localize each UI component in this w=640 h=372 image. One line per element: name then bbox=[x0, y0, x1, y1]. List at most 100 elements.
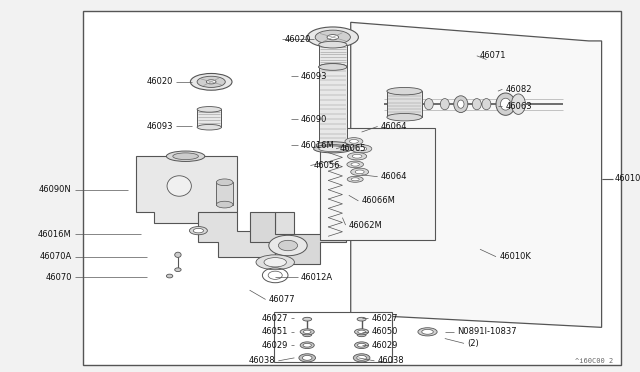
Text: 46065: 46065 bbox=[339, 144, 365, 153]
Ellipse shape bbox=[193, 228, 204, 233]
Text: 46066M: 46066M bbox=[362, 196, 396, 205]
Polygon shape bbox=[198, 212, 294, 257]
Text: 46064: 46064 bbox=[381, 172, 407, 181]
Ellipse shape bbox=[256, 255, 294, 270]
Polygon shape bbox=[351, 22, 602, 327]
Text: 46016M: 46016M bbox=[38, 230, 72, 239]
Ellipse shape bbox=[357, 333, 366, 337]
Bar bbox=[216, 182, 233, 205]
Ellipse shape bbox=[353, 354, 370, 362]
Text: 46064: 46064 bbox=[381, 122, 407, 131]
Ellipse shape bbox=[216, 179, 233, 186]
Ellipse shape bbox=[167, 176, 191, 196]
Bar bbox=[387, 91, 422, 117]
Ellipse shape bbox=[303, 317, 312, 321]
Text: 46093: 46093 bbox=[301, 72, 327, 81]
Ellipse shape bbox=[500, 98, 511, 110]
Text: 46062M: 46062M bbox=[349, 221, 383, 230]
Ellipse shape bbox=[278, 240, 298, 251]
Ellipse shape bbox=[348, 176, 364, 182]
Text: 46038: 46038 bbox=[378, 356, 404, 365]
Ellipse shape bbox=[197, 106, 221, 112]
Text: 46077: 46077 bbox=[269, 295, 296, 304]
Ellipse shape bbox=[422, 330, 433, 334]
Text: 46016M: 46016M bbox=[301, 141, 335, 150]
Ellipse shape bbox=[173, 153, 198, 160]
Ellipse shape bbox=[302, 356, 312, 360]
Ellipse shape bbox=[351, 145, 372, 153]
Text: N0891I-10837: N0891I-10837 bbox=[458, 327, 517, 336]
Text: 46070: 46070 bbox=[45, 273, 72, 282]
Ellipse shape bbox=[175, 268, 181, 272]
Bar bbox=[319, 45, 347, 67]
Ellipse shape bbox=[347, 161, 364, 168]
Ellipse shape bbox=[387, 87, 422, 95]
Ellipse shape bbox=[472, 99, 481, 110]
Text: 46027: 46027 bbox=[262, 314, 288, 323]
Ellipse shape bbox=[358, 330, 365, 333]
Bar bbox=[319, 67, 347, 145]
Ellipse shape bbox=[189, 227, 207, 235]
Ellipse shape bbox=[315, 30, 351, 44]
Text: 46038: 46038 bbox=[248, 356, 275, 365]
Ellipse shape bbox=[300, 342, 314, 349]
Text: 46082: 46082 bbox=[506, 85, 532, 94]
Polygon shape bbox=[250, 212, 346, 264]
Bar bbox=[197, 109, 221, 127]
Ellipse shape bbox=[300, 329, 314, 335]
Ellipse shape bbox=[387, 113, 422, 121]
Ellipse shape bbox=[348, 153, 367, 160]
Ellipse shape bbox=[197, 124, 221, 130]
Text: 46020: 46020 bbox=[147, 77, 173, 86]
Text: 46093: 46093 bbox=[147, 122, 173, 131]
Ellipse shape bbox=[314, 145, 352, 153]
Ellipse shape bbox=[482, 99, 491, 110]
Ellipse shape bbox=[440, 99, 449, 110]
Ellipse shape bbox=[424, 99, 433, 110]
Ellipse shape bbox=[303, 333, 312, 337]
Text: 46056: 46056 bbox=[314, 161, 340, 170]
Ellipse shape bbox=[349, 140, 358, 143]
Ellipse shape bbox=[197, 76, 225, 87]
Ellipse shape bbox=[357, 343, 366, 347]
Ellipse shape bbox=[357, 317, 366, 321]
Bar bbox=[274, 312, 392, 362]
Text: 46020: 46020 bbox=[285, 35, 311, 44]
Bar bbox=[320, 128, 435, 240]
Text: 46090: 46090 bbox=[301, 115, 327, 124]
Ellipse shape bbox=[319, 64, 347, 70]
Ellipse shape bbox=[511, 94, 525, 115]
Polygon shape bbox=[136, 156, 237, 223]
Ellipse shape bbox=[299, 354, 316, 362]
Ellipse shape bbox=[166, 151, 205, 161]
Text: 46051: 46051 bbox=[262, 327, 288, 336]
Ellipse shape bbox=[357, 356, 367, 360]
Bar bbox=[83, 11, 621, 365]
Ellipse shape bbox=[351, 163, 360, 166]
Ellipse shape bbox=[206, 80, 216, 84]
Ellipse shape bbox=[327, 35, 339, 40]
Ellipse shape bbox=[307, 27, 358, 47]
Ellipse shape bbox=[319, 64, 347, 70]
Ellipse shape bbox=[355, 170, 364, 174]
Text: 46050: 46050 bbox=[371, 327, 397, 336]
Ellipse shape bbox=[352, 154, 362, 158]
Text: 46012A: 46012A bbox=[301, 273, 333, 282]
Ellipse shape bbox=[216, 201, 233, 208]
Ellipse shape bbox=[345, 138, 363, 145]
Text: (2): (2) bbox=[467, 339, 479, 348]
Ellipse shape bbox=[303, 343, 312, 347]
Ellipse shape bbox=[175, 252, 181, 257]
Text: 46029: 46029 bbox=[262, 341, 288, 350]
Ellipse shape bbox=[269, 235, 307, 256]
Ellipse shape bbox=[166, 274, 173, 278]
Ellipse shape bbox=[458, 100, 464, 108]
Ellipse shape bbox=[454, 96, 468, 112]
Text: 46010K: 46010K bbox=[499, 252, 531, 261]
Ellipse shape bbox=[319, 146, 347, 152]
Ellipse shape bbox=[355, 329, 369, 335]
Ellipse shape bbox=[351, 168, 369, 176]
Text: 46029: 46029 bbox=[371, 341, 397, 350]
Ellipse shape bbox=[355, 342, 369, 349]
Ellipse shape bbox=[418, 328, 437, 336]
